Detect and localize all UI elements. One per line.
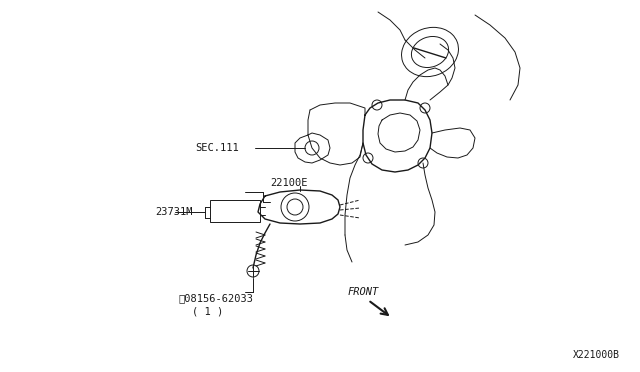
Text: FRONT: FRONT	[348, 287, 380, 297]
Text: ( 1 ): ( 1 )	[192, 307, 223, 317]
Text: Ⓑ08156-62033: Ⓑ08156-62033	[178, 293, 253, 303]
Text: 22100E: 22100E	[270, 178, 307, 188]
Bar	[210, 200, 260, 222]
Text: 23731M: 23731M	[155, 207, 193, 217]
Text: X221000B: X221000B	[573, 350, 620, 360]
Text: SEC.111: SEC.111	[195, 143, 239, 153]
